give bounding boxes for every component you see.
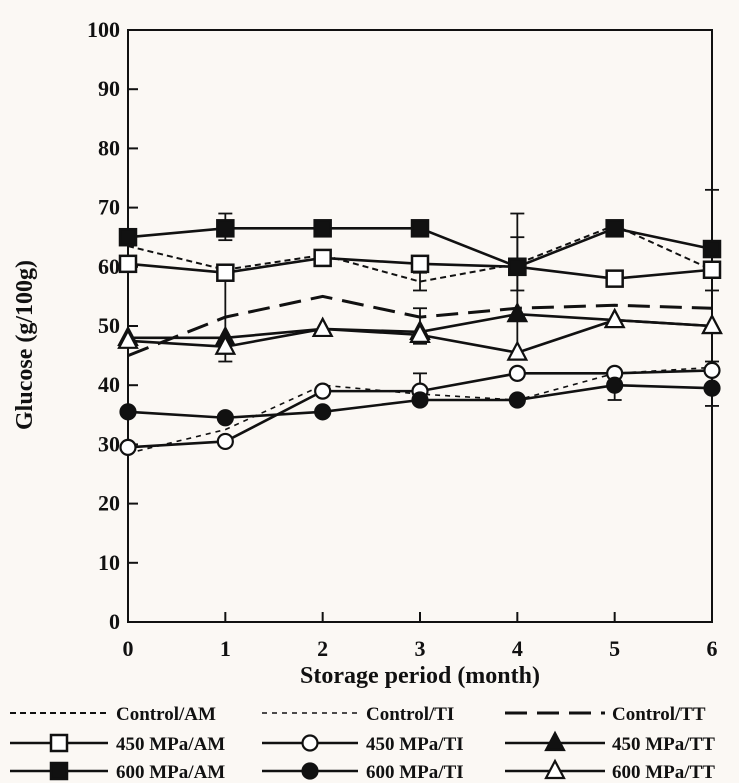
data-point-450-mpa-ti [703, 361, 721, 379]
series-450-mpa-am [118, 248, 722, 288]
data-point-450-mpa-ti [119, 438, 137, 456]
data-point-450-mpa-ti [314, 382, 332, 400]
data-point-600-mpa-ti [119, 403, 137, 421]
legend-label: 600 MPa/TT [612, 762, 715, 783]
legend-item-control-am: Control/AM [10, 704, 216, 725]
data-point-450-mpa-ti [508, 364, 526, 382]
data-point-600-mpa-tt [311, 316, 334, 338]
legend-label: Control/TI [366, 704, 454, 725]
legend-marker [49, 733, 69, 753]
data-point-600-mpa-ti [411, 391, 429, 409]
legend-marker [49, 761, 69, 781]
data-series [117, 219, 723, 456]
legend-marker [301, 734, 319, 752]
legend-label: Control/AM [116, 704, 216, 725]
legend-label: 450 MPa/AM [116, 734, 225, 755]
legend-label: 450 MPa/TI [366, 734, 464, 755]
data-point-600-mpa-am [313, 219, 332, 238]
y-axis-title: Glucose (g/100g) [12, 260, 38, 430]
x-tick-label: 1 [220, 636, 231, 661]
y-tick-label: 20 [98, 491, 120, 516]
y-axis-ticks: 0 10 20 30 40 50 60 70 80 90 100 [87, 17, 138, 634]
data-point-450-mpa-am [410, 254, 430, 274]
data-point-450-mpa-am [313, 248, 332, 268]
data-point-600-mpa-ti [216, 409, 234, 427]
legend-item-control-tt: Control/TT [505, 704, 706, 725]
series-control-tt [127, 294, 713, 357]
legend-item-600-mpa-ti: 600 MPa/TI [262, 762, 464, 783]
legend-label: 600 MPa/TI [366, 762, 464, 783]
legend-item-450-mpa-ti: 450 MPa/TI [262, 734, 464, 755]
series-600-mpa-ti [119, 376, 721, 427]
legend-item-600-mpa-tt: 600 MPa/TT [505, 758, 715, 783]
x-axis-title: Storage period (month) [300, 663, 540, 689]
legend-item-450-mpa-am: 450 MPa/AM [10, 733, 225, 755]
data-point-600-mpa-am [118, 227, 138, 247]
data-point-600-mpa-ti [508, 391, 526, 409]
series-line-control-tt [127, 294, 713, 357]
data-point-600-mpa-tt [603, 307, 626, 329]
data-point-600-mpa-tt [117, 328, 139, 349]
y-tick-label: 0 [109, 609, 120, 634]
legend-marker [301, 762, 319, 780]
data-point-600-mpa-tt [701, 313, 723, 335]
legend-item-control-ti: Control/TI [262, 704, 454, 725]
data-point-600-mpa-am [702, 239, 722, 259]
data-point-450-mpa-ti [216, 432, 234, 451]
y-tick-label: 100 [87, 17, 120, 42]
y-tick-label: 40 [98, 372, 120, 397]
data-point-450-mpa-am [118, 254, 138, 274]
x-tick-label: 0 [123, 636, 134, 661]
data-point-600-mpa-am [216, 219, 235, 238]
data-point-600-mpa-am [508, 257, 527, 277]
x-tick-label: 5 [609, 636, 620, 661]
data-point-600-mpa-am [410, 219, 430, 238]
data-point-600-mpa-ti [314, 403, 332, 421]
data-point-600-mpa-ti [606, 376, 624, 394]
x-tick-label: 2 [317, 636, 328, 661]
data-point-600-mpa-ti [703, 379, 721, 397]
error-bar [510, 236, 525, 357]
series-600-mpa-am [118, 219, 722, 277]
y-tick-label: 10 [98, 550, 120, 575]
data-point-450-mpa-am [216, 263, 235, 282]
y-tick-label: 70 [98, 195, 120, 220]
series-450-mpa-ti [119, 361, 721, 456]
y-tick-label: 60 [98, 254, 120, 279]
data-point-600-mpa-tt [506, 340, 529, 361]
data-point-450-mpa-am [702, 260, 722, 280]
data-point-600-mpa-am [605, 219, 624, 238]
x-tick-label: 4 [512, 636, 523, 661]
legend-label: 450 MPa/TT [612, 734, 715, 755]
legend: Control/AM Control/TI Control/TT 450 MPa/AM… [10, 704, 715, 783]
y-tick-label: 50 [98, 313, 120, 338]
series-600-mpa-tt [117, 307, 723, 361]
legend-marker [544, 758, 566, 780]
legend-marker [544, 730, 566, 752]
x-tick-label: 6 [707, 636, 718, 661]
y-tick-label: 80 [98, 135, 120, 160]
data-point-600-mpa-tt [409, 322, 431, 343]
data-point-450-mpa-am [605, 269, 624, 288]
legend-label: 600 MPa/AM [116, 762, 225, 783]
legend-label: Control/TT [612, 704, 706, 725]
y-tick-label: 90 [98, 76, 120, 101]
x-tick-label: 3 [415, 636, 426, 661]
legend-item-450-mpa-tt: 450 MPa/TT [505, 730, 715, 755]
data-point-600-mpa-tt [214, 334, 237, 355]
data-point-450-mpa-tt [506, 301, 529, 323]
y-tick-label: 30 [98, 431, 120, 456]
x-axis-ticks: 0 1 2 3 4 5 6 [123, 612, 718, 661]
legend-item-600-mpa-am: 600 MPa/AM [10, 761, 225, 783]
